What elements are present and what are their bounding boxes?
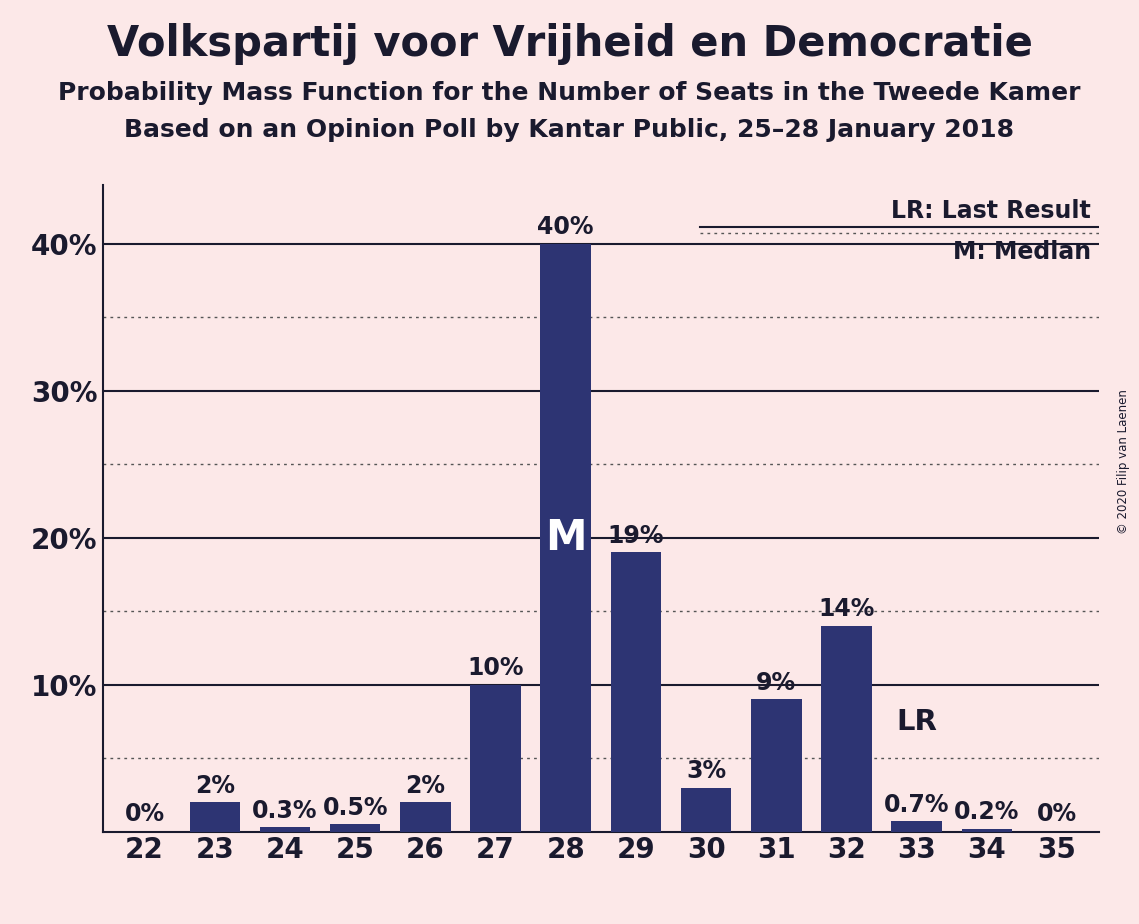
Text: M: M (544, 517, 587, 559)
Text: Probability Mass Function for the Number of Seats in the Tweede Kamer: Probability Mass Function for the Number… (58, 81, 1081, 105)
Bar (892, 821, 942, 832)
Text: 2%: 2% (195, 773, 235, 797)
Bar (400, 802, 451, 832)
Text: 0.5%: 0.5% (322, 796, 388, 820)
Text: 0%: 0% (1036, 802, 1077, 826)
Text: LR: LR (896, 708, 937, 736)
Text: 0.2%: 0.2% (954, 800, 1019, 824)
Text: 14%: 14% (818, 598, 875, 621)
Text: 40%: 40% (538, 215, 593, 239)
Bar (821, 626, 871, 832)
Text: M: Median: M: Median (953, 239, 1091, 263)
Text: 10%: 10% (467, 656, 524, 680)
Bar (611, 553, 661, 832)
Bar (751, 699, 802, 832)
Text: 2%: 2% (405, 773, 445, 797)
Bar (470, 685, 521, 832)
Bar (681, 787, 731, 832)
Bar (541, 244, 591, 832)
Bar (330, 824, 380, 832)
Text: 9%: 9% (756, 671, 796, 695)
Text: LR: Last Result: LR: Last Result (892, 199, 1091, 223)
Bar (260, 827, 310, 832)
Text: 3%: 3% (686, 760, 727, 784)
Text: Volkspartij voor Vrijheid en Democratie: Volkspartij voor Vrijheid en Democratie (107, 23, 1032, 65)
Text: Based on an Opinion Poll by Kantar Public, 25–28 January 2018: Based on an Opinion Poll by Kantar Publi… (124, 118, 1015, 142)
Bar (961, 829, 1013, 832)
Text: 0.3%: 0.3% (252, 798, 318, 822)
Text: 19%: 19% (608, 524, 664, 548)
Bar (189, 802, 240, 832)
Text: © 2020 Filip van Laenen: © 2020 Filip van Laenen (1117, 390, 1130, 534)
Text: 0.7%: 0.7% (884, 793, 950, 817)
Text: 0%: 0% (124, 802, 165, 826)
